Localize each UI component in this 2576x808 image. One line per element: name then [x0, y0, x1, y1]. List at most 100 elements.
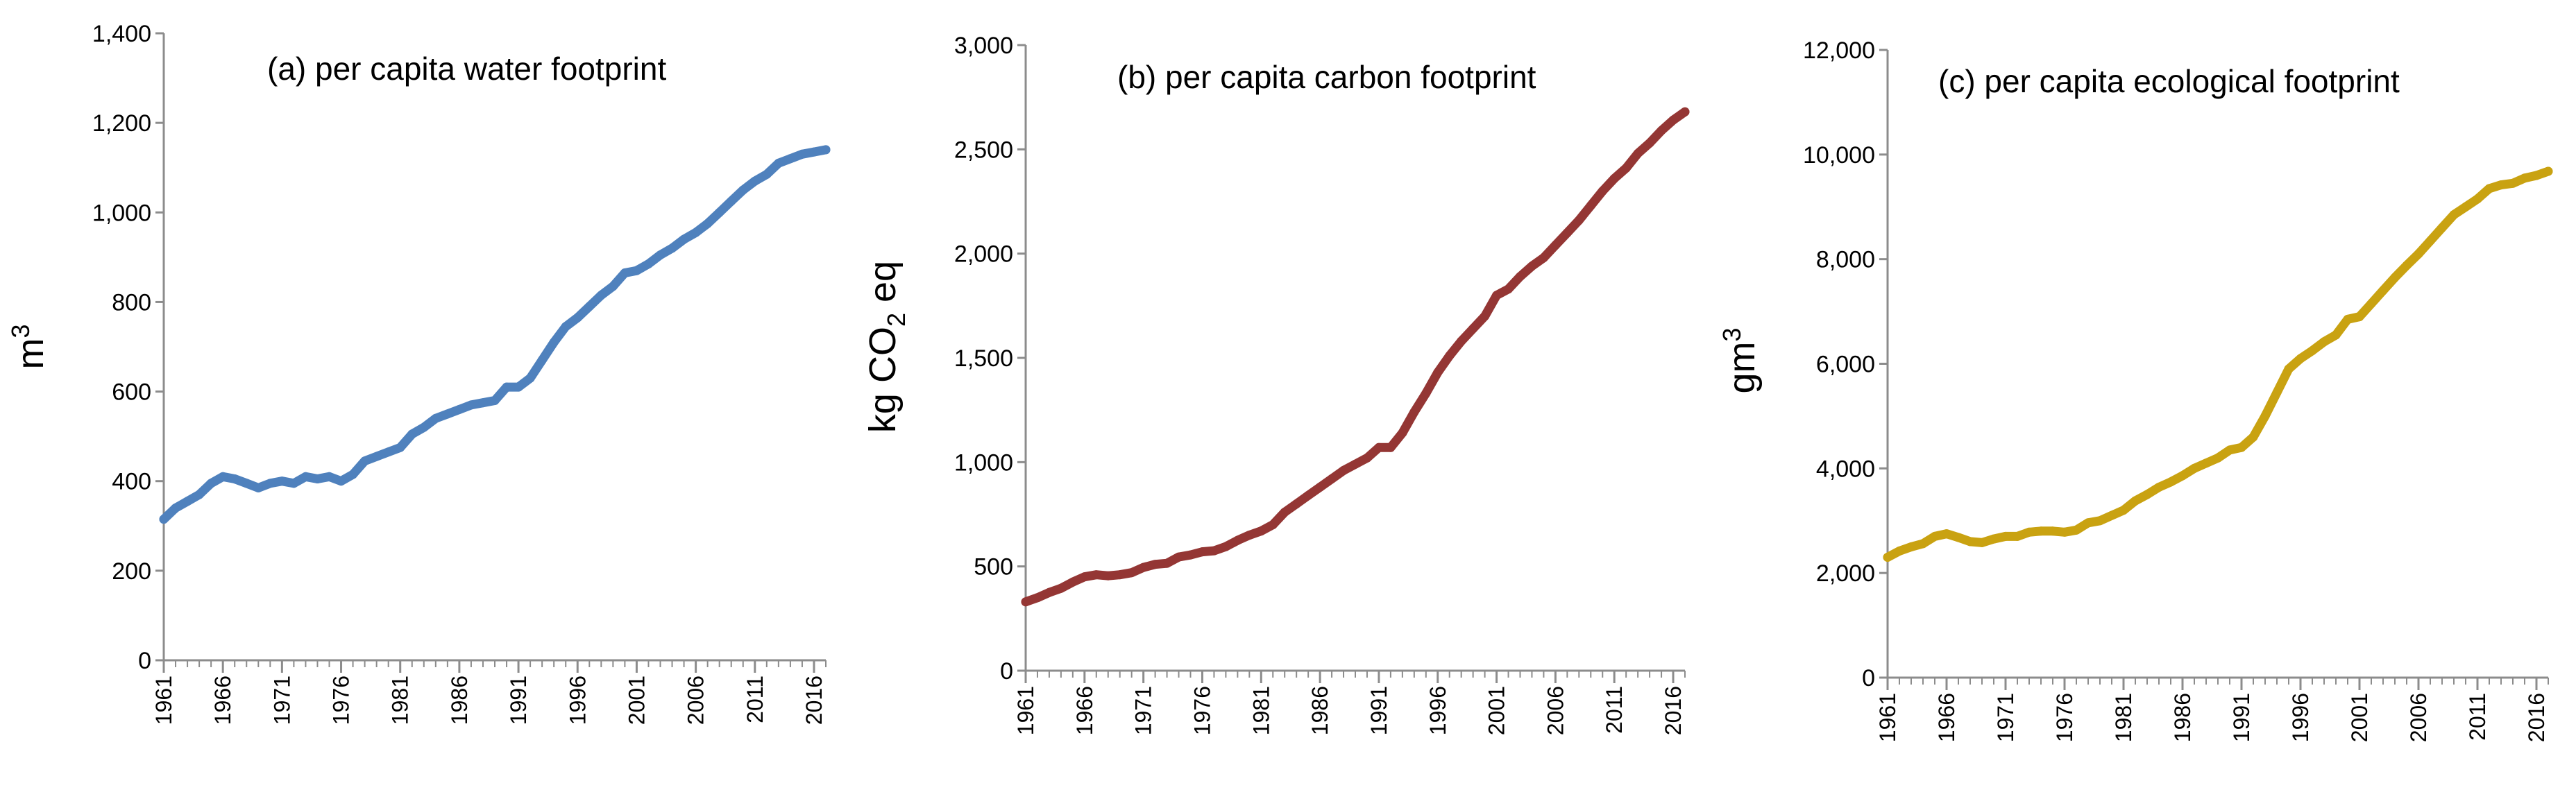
water-x-tick-label: 1991	[506, 676, 531, 725]
ecological-data-point	[2201, 458, 2211, 468]
ecological-data-point	[2355, 312, 2364, 322]
carbon-x-tick-label: 2016	[1661, 686, 1686, 735]
water-y-tick-label: 0	[138, 648, 151, 674]
ecological-data-point	[2366, 299, 2376, 309]
carbon-chart-title: (b) per capita carbon footprint	[1117, 59, 1536, 95]
ecological-y-axis-label: gm3	[1718, 327, 1763, 393]
water-data-point	[644, 259, 653, 268]
carbon-data-point	[1139, 562, 1149, 572]
ecological-x-tick-label: 1991	[2229, 693, 2254, 742]
carbon-data-point	[1609, 173, 1619, 183]
carbon-y-axis-label: kg CO2 eq	[862, 261, 910, 433]
ecological-data-point	[2178, 471, 2187, 481]
carbon-y-tick-label: 3,000	[954, 33, 1013, 59]
carbon-x-tick-label: 2006	[1543, 686, 1568, 735]
carbon-data-point	[1598, 187, 1607, 196]
ecological-x-tick-label: 1966	[1934, 693, 1959, 742]
water-data-point	[300, 472, 310, 481]
ecological-data-point	[2166, 477, 2176, 487]
water-data-point	[253, 483, 263, 492]
water-x-tick-label: 2006	[684, 676, 709, 725]
ecological-x-tick-label: 2011	[2465, 693, 2490, 741]
water-data-point	[230, 474, 239, 483]
water-data-point	[679, 234, 689, 244]
ecological-data-point	[2060, 527, 2069, 537]
ecological-data-point	[2095, 516, 2105, 526]
carbon-y-tick-label: 500	[974, 554, 1013, 581]
water-x-tick-label: 1961	[151, 676, 176, 725]
carbon-data-point	[1586, 201, 1595, 210]
water-data-point	[242, 479, 251, 488]
ecological-data-point	[2012, 531, 2022, 541]
carbon-data-point	[1350, 459, 1360, 469]
ecological-data-point	[2225, 445, 2235, 455]
carbon-x-tick-label: 1976	[1189, 686, 1214, 735]
ecological-y-tick-label: 0	[1862, 665, 1875, 691]
carbon-data-point	[1398, 428, 1407, 438]
carbon-data-point	[1562, 228, 1572, 238]
water-data-point	[313, 474, 322, 483]
carbon-y-axis-label-tail: eq	[862, 261, 904, 313]
ecological-x-tick-label: 2016	[2524, 693, 2549, 742]
water-x-tick-label: 1976	[329, 676, 354, 725]
carbon-x-tick-label: 1986	[1307, 686, 1332, 735]
water-data-point	[738, 185, 748, 195]
ecological-x-tick-label: 1996	[2288, 693, 2313, 742]
carbon-data-point	[1198, 547, 1207, 557]
ecological-data-point	[1930, 531, 1940, 541]
ecological-data-point	[2119, 506, 2128, 515]
carbon-data-point	[1421, 388, 1431, 398]
ecological-x-tick-label: 1981	[2111, 693, 2136, 742]
carbon-data-point	[1068, 577, 1078, 587]
ecological-data-point	[2213, 453, 2223, 463]
water-data-point	[325, 472, 334, 481]
water-data-point	[537, 355, 547, 365]
water-y-tick-label: 200	[112, 558, 151, 585]
carbon-data-point	[1056, 583, 1066, 593]
carbon-data-point	[1186, 550, 1195, 560]
ecological-data-point	[2484, 184, 2494, 194]
ecological-data-point	[2154, 483, 2164, 492]
ecological-data-point	[2425, 236, 2435, 246]
carbon-data-point	[1574, 216, 1584, 225]
ecological-data-point	[2107, 510, 2117, 520]
water-data-point	[502, 382, 511, 392]
carbon-y-axis-label-base: kg CO	[862, 327, 904, 433]
water-data-point	[821, 145, 831, 155]
ecological-data-point	[1942, 529, 1951, 539]
carbon-data-point	[1291, 499, 1301, 508]
water-data-point	[786, 154, 795, 164]
water-data-point	[514, 382, 523, 392]
ecological-data-point	[2319, 337, 2329, 347]
carbon-data-point	[1151, 560, 1160, 569]
carbon-data-point	[1457, 336, 1466, 346]
carbon-data-point	[1633, 148, 1643, 158]
ecological-data-point	[2461, 202, 2471, 212]
water-data-point	[360, 456, 370, 466]
water-x-tick-label: 1971	[269, 676, 294, 725]
carbon-data-point	[1044, 587, 1054, 597]
ecological-x-tick-label: 1986	[2170, 693, 2195, 742]
water-data-point	[171, 504, 180, 513]
water-y-tick-label: 400	[112, 469, 151, 495]
ecological-data-point	[1883, 553, 1892, 562]
water-data-point	[218, 472, 228, 481]
carbon-data-point	[1115, 570, 1125, 580]
carbon-data-point	[1127, 568, 1137, 578]
carbon-y-tick-label: 1,000	[954, 449, 1013, 476]
water-data-point	[809, 147, 819, 157]
water-x-tick-label: 2001	[624, 676, 649, 725]
water-x-tick-label: 1981	[388, 676, 413, 725]
carbon-data-point	[1550, 241, 1560, 250]
panel-ecological-footprint: 0 2,000 4,000 6,000 8,000 10,000 12,000 1961 196…	[1718, 37, 2553, 742]
water-x-tick-label: 2016	[802, 676, 827, 725]
water-data-point	[632, 266, 641, 275]
carbon-data-point	[1504, 284, 1513, 294]
carbon-data-point	[1527, 261, 1536, 271]
ecological-data-point	[2284, 364, 2294, 374]
ecological-data-point	[1918, 539, 1928, 549]
carbon-x-tick-label: 1971	[1131, 686, 1156, 735]
water-data-point	[277, 476, 287, 486]
water-data-point	[159, 515, 169, 524]
